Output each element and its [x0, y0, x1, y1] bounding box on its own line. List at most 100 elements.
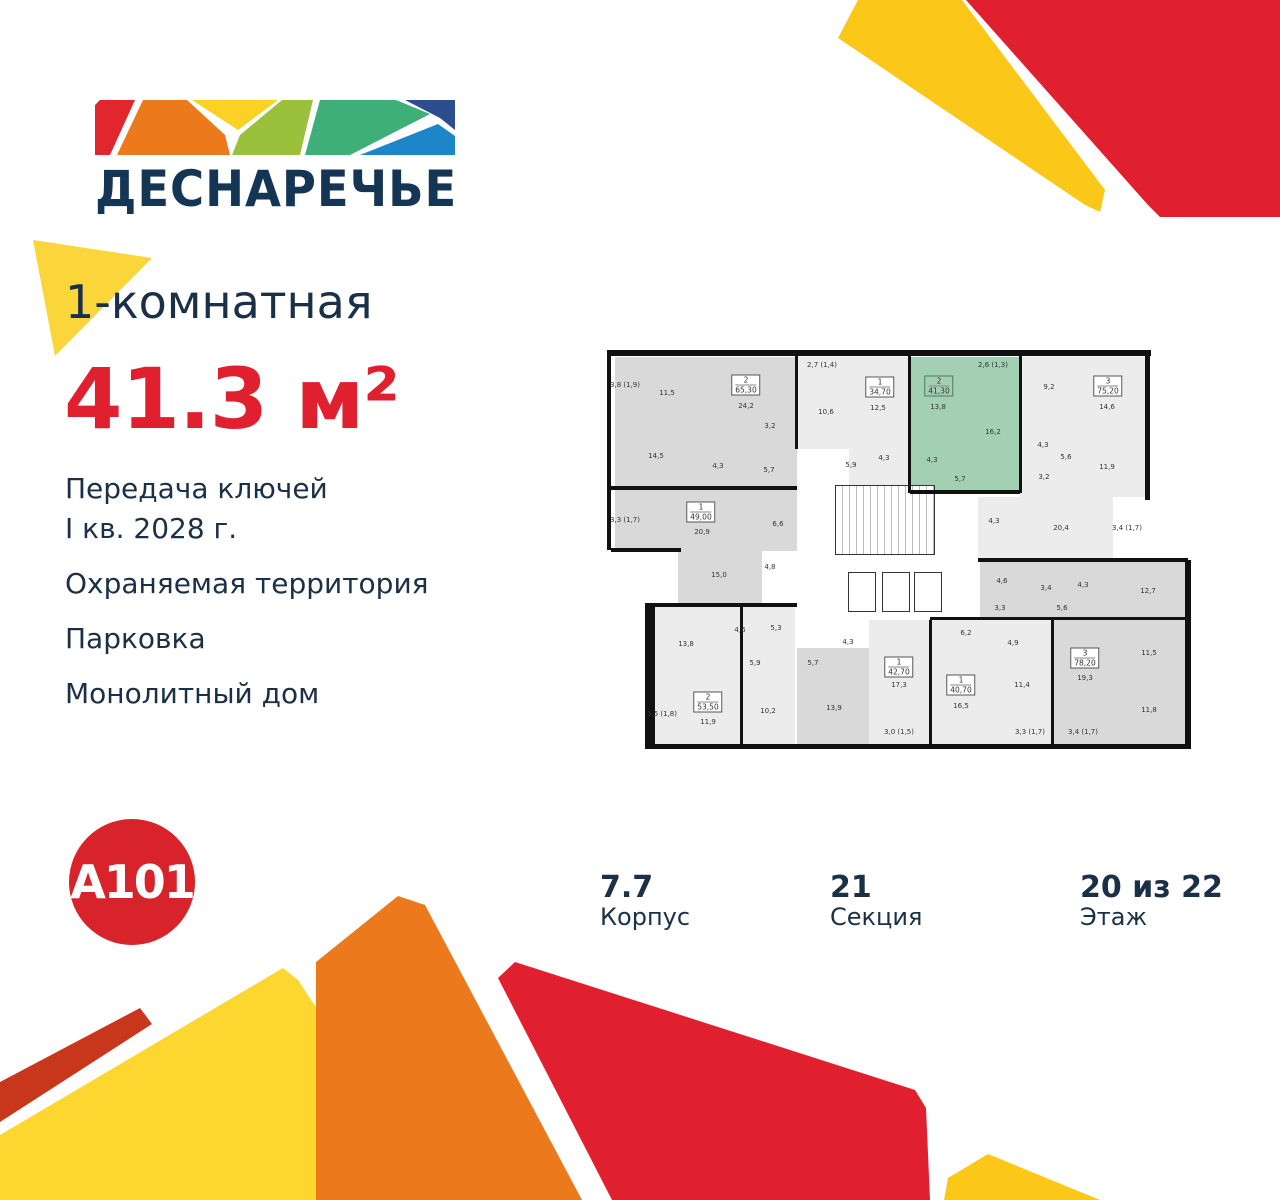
room-area-label: 4,3: [1077, 581, 1089, 589]
room-area-label: 14,6: [1099, 403, 1115, 411]
unit-label[interactable]: 2 41,30: [924, 375, 954, 397]
feature-security: Охраняемая территория: [65, 567, 429, 600]
room-area-label: 13,8: [930, 403, 946, 411]
unit-area: 49,00: [690, 511, 712, 522]
unit-label[interactable]: 2 53,50: [693, 691, 723, 713]
unit-label[interactable]: 1 49,00: [686, 501, 716, 523]
room-area-label: 20,4: [1053, 524, 1069, 532]
room-area-label: 13,9: [826, 704, 842, 712]
unit-area: 53,50: [697, 701, 719, 712]
unit-label[interactable]: 1 34,70: [865, 376, 895, 398]
room-area-label: 24,2: [738, 402, 754, 410]
room-area-label: 5,6: [1056, 604, 1068, 612]
key-handover-label: Передача ключей: [65, 472, 328, 505]
room-area-label: 3,8 (1,9): [610, 381, 640, 389]
room-area-label: 11,8: [1141, 706, 1157, 714]
room-area-label: 20,9: [694, 528, 710, 536]
key-handover-date: I кв. 2028 г.: [65, 512, 238, 545]
room-area-label: 3,4 (1,7): [1112, 524, 1142, 532]
floor-label: Этаж: [1080, 903, 1148, 931]
unit-rooms: 1: [698, 502, 704, 512]
room-area-label: 10,2: [760, 707, 776, 715]
room-area-label: 5,9: [845, 461, 857, 469]
room-area-label: 16,5: [953, 702, 969, 710]
brand-logo-stripes: [95, 100, 455, 155]
stat-building: 7.7 Корпус: [600, 870, 690, 931]
unit-rooms: 3: [1082, 648, 1088, 658]
unit-label[interactable]: 2 65,30: [731, 374, 761, 396]
room-area-label: 11,5: [1141, 649, 1157, 657]
unit-area: 34,70: [869, 386, 891, 397]
room-area-label: 3,3: [994, 604, 1006, 612]
room-area-label: 5,7: [763, 466, 775, 474]
room-area-label: 11,9: [1099, 463, 1115, 471]
room-area-label: 15,0: [711, 571, 727, 579]
room-area-label: 4,3: [926, 456, 938, 464]
room-area-label: 4,3: [712, 462, 724, 470]
room-area-label: 3,4 (1,7): [1068, 728, 1098, 736]
unit-area: 75,20: [1097, 385, 1119, 396]
bottom-orange-shape: [316, 896, 582, 1200]
room-area-label: 13,8: [678, 640, 694, 648]
room-area-label: 4,9: [1007, 639, 1019, 647]
room-area-label: 12,7: [1140, 587, 1156, 595]
unit-rooms: 3: [1105, 376, 1111, 386]
building-label: Корпус: [600, 903, 691, 931]
room-area-label: 4,6: [996, 577, 1008, 585]
floor-value: 20 из 22: [1080, 870, 1223, 905]
section-label: Секция: [830, 903, 923, 931]
room-area-label: 4,8: [764, 563, 776, 571]
unit-rooms: 1: [896, 657, 902, 667]
unit-rooms: 2: [705, 692, 711, 702]
room-area-label: 5,7: [954, 475, 966, 483]
top-yellow-shape: [838, 0, 1105, 212]
room-area-label: 2,7 (1,4): [807, 361, 837, 369]
room-area-label: 3,3 (1,7): [1015, 728, 1045, 736]
feature-monolithic: Монолитный дом: [65, 677, 320, 710]
room-area-label: 6,2: [960, 629, 972, 637]
unit-area: 65,30: [735, 384, 757, 395]
heading-yellow-triangle: [33, 240, 152, 356]
room-area-label: 17,3: [891, 681, 907, 689]
unit-label[interactable]: 1 40,70: [946, 674, 976, 696]
unit-rooms: 1: [958, 675, 964, 685]
room-area-label: 4,6: [734, 626, 746, 634]
room-area-label: 9,2: [1043, 383, 1055, 391]
room-count-title: 1-комнатная: [65, 275, 373, 329]
room-area-label: 4,3: [1037, 441, 1049, 449]
room-area-label: 3,4: [1040, 584, 1052, 592]
room-area-label: 19,3: [1077, 674, 1093, 682]
room-area-label: 11,9: [700, 718, 716, 726]
unit-area: 42,70: [888, 666, 910, 677]
room-area-label: 5,9: [749, 659, 761, 667]
room-area-label: 3,2: [764, 422, 776, 430]
room-area-label: 5,3: [770, 624, 782, 632]
bottom-darkred-strip: [0, 1008, 152, 1122]
room-area-label: 4,3: [842, 638, 854, 646]
room-area-label: 5,7: [807, 659, 819, 667]
apartment-area: 41.3 м²: [64, 350, 400, 448]
building-value: 7.7: [600, 870, 654, 905]
room-area-label: 14,5: [648, 452, 664, 460]
unit-rooms: 2: [936, 376, 942, 386]
room-area-label: 3,0 (1,5): [884, 728, 914, 736]
room-area-label: 3,3 (1,7): [610, 516, 640, 524]
room-area-label: 11,5: [659, 389, 675, 397]
unit-area: 41,30: [928, 385, 950, 396]
room-area-label: 4,3: [878, 454, 890, 462]
room-area-label: 6,6: [772, 520, 784, 528]
bottom-right-yellow-shape: [944, 1154, 1100, 1200]
unit-label[interactable]: 3 75,20: [1093, 375, 1123, 397]
room-area-label: 12,5: [870, 404, 886, 412]
room-area-label: 5,6: [1060, 453, 1072, 461]
unit-label[interactable]: 1 42,70: [884, 656, 914, 678]
unit-label[interactable]: 3 78,20: [1070, 647, 1100, 669]
room-area-label: 4,3: [988, 517, 1000, 525]
bottom-red-shape: [498, 962, 930, 1200]
room-area-label: 3,5 (1,8): [647, 710, 677, 718]
developer-logo: A101: [69, 819, 196, 945]
section-value: 21: [830, 870, 872, 905]
unit-rooms: 2: [743, 375, 749, 385]
unit-rooms: 1: [877, 377, 883, 387]
stat-section: 21 Секция: [830, 870, 922, 931]
